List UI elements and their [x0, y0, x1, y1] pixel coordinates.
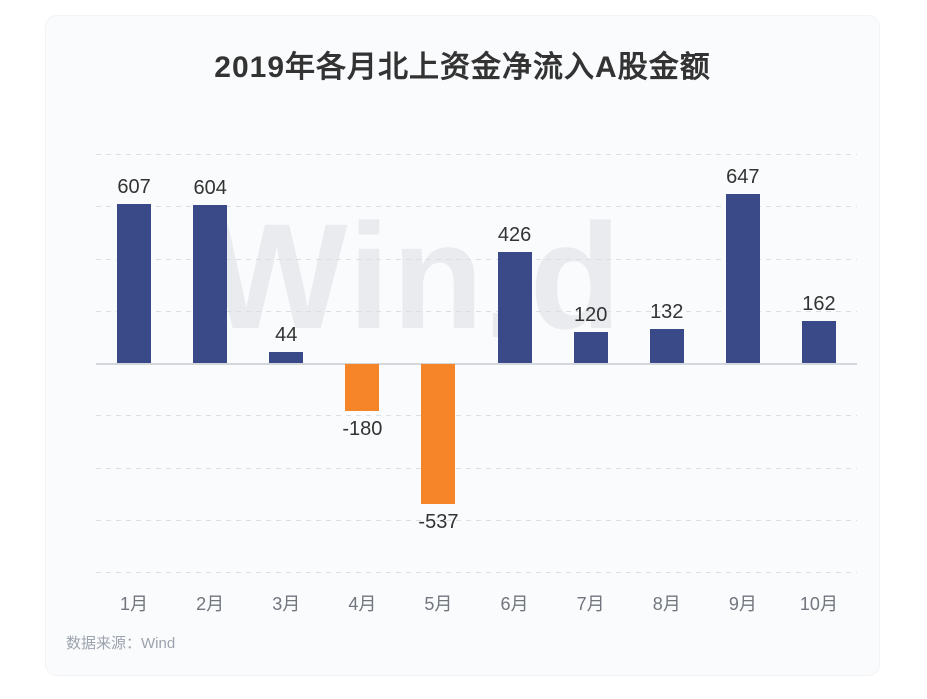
- bar-value-label-10月: 162: [802, 292, 836, 315]
- data-source-note: 数据来源：Wind: [66, 635, 176, 652]
- x-axis-label-10月: 10月: [799, 594, 838, 614]
- bar-10月: [801, 320, 836, 363]
- bar-7月: [573, 331, 608, 363]
- bar-2月: [193, 205, 228, 363]
- bar-value-label-7月: 120: [573, 303, 608, 326]
- bar-value-label-9月: 647: [726, 165, 760, 188]
- bar-3月: [269, 351, 304, 363]
- gridline-400: [96, 258, 857, 260]
- x-axis-label-8月: 8月: [652, 594, 681, 614]
- zero-axis-line: [96, 363, 857, 365]
- x-axis-label-1月: 1月: [120, 594, 149, 614]
- gridline-200: [96, 310, 857, 312]
- chart-title: 2019年各月北上资金净流入A股金额: [214, 51, 711, 84]
- bar-value-label-3月: 44: [275, 323, 298, 346]
- x-axis-label-3月: 3月: [272, 594, 301, 614]
- gridline--600: [96, 519, 857, 521]
- bar-9月: [725, 193, 760, 363]
- x-axis-label-7月: 7月: [576, 594, 605, 614]
- bar-1月: [117, 204, 152, 363]
- plot-area: Win d 607 1月 604 2月 44 3月 -180 4月 -537 5月 426 6月 120…: [96, 154, 857, 614]
- chart-card: 2019年各月北上资金净流入A股金额 Win d 607 1月 604 2月 44 3月 -…: [45, 15, 880, 676]
- x-axis-label-6月: 6月: [500, 594, 529, 614]
- bar-value-label-5月: -537: [418, 511, 459, 534]
- bar-value-label-6月: 426: [497, 223, 532, 246]
- gridline-800: [96, 154, 857, 155]
- bar-value-label-8月: 132: [650, 300, 684, 323]
- wind-watermark-text-right: d: [529, 192, 624, 360]
- bar-5月: [421, 364, 456, 505]
- bar-value-label-4月: -180: [342, 418, 383, 441]
- gridline--400: [96, 467, 857, 469]
- gridline-600: [96, 206, 857, 208]
- wind-watermark-text-left: Win: [206, 192, 486, 360]
- gridline--800: [96, 572, 857, 573]
- bar-8月: [649, 328, 684, 363]
- x-axis-label-9月: 9月: [728, 594, 757, 614]
- x-axis-label-2月: 2月: [196, 594, 225, 614]
- x-axis-label-5月: 5月: [424, 594, 453, 614]
- bar-6月: [497, 251, 532, 363]
- gridline--200: [96, 415, 857, 417]
- x-axis-label-4月: 4月: [348, 594, 377, 614]
- bar-4月: [345, 364, 380, 412]
- bar-value-label-2月: 604: [193, 177, 227, 200]
- bar-value-label-1月: 607: [117, 176, 151, 199]
